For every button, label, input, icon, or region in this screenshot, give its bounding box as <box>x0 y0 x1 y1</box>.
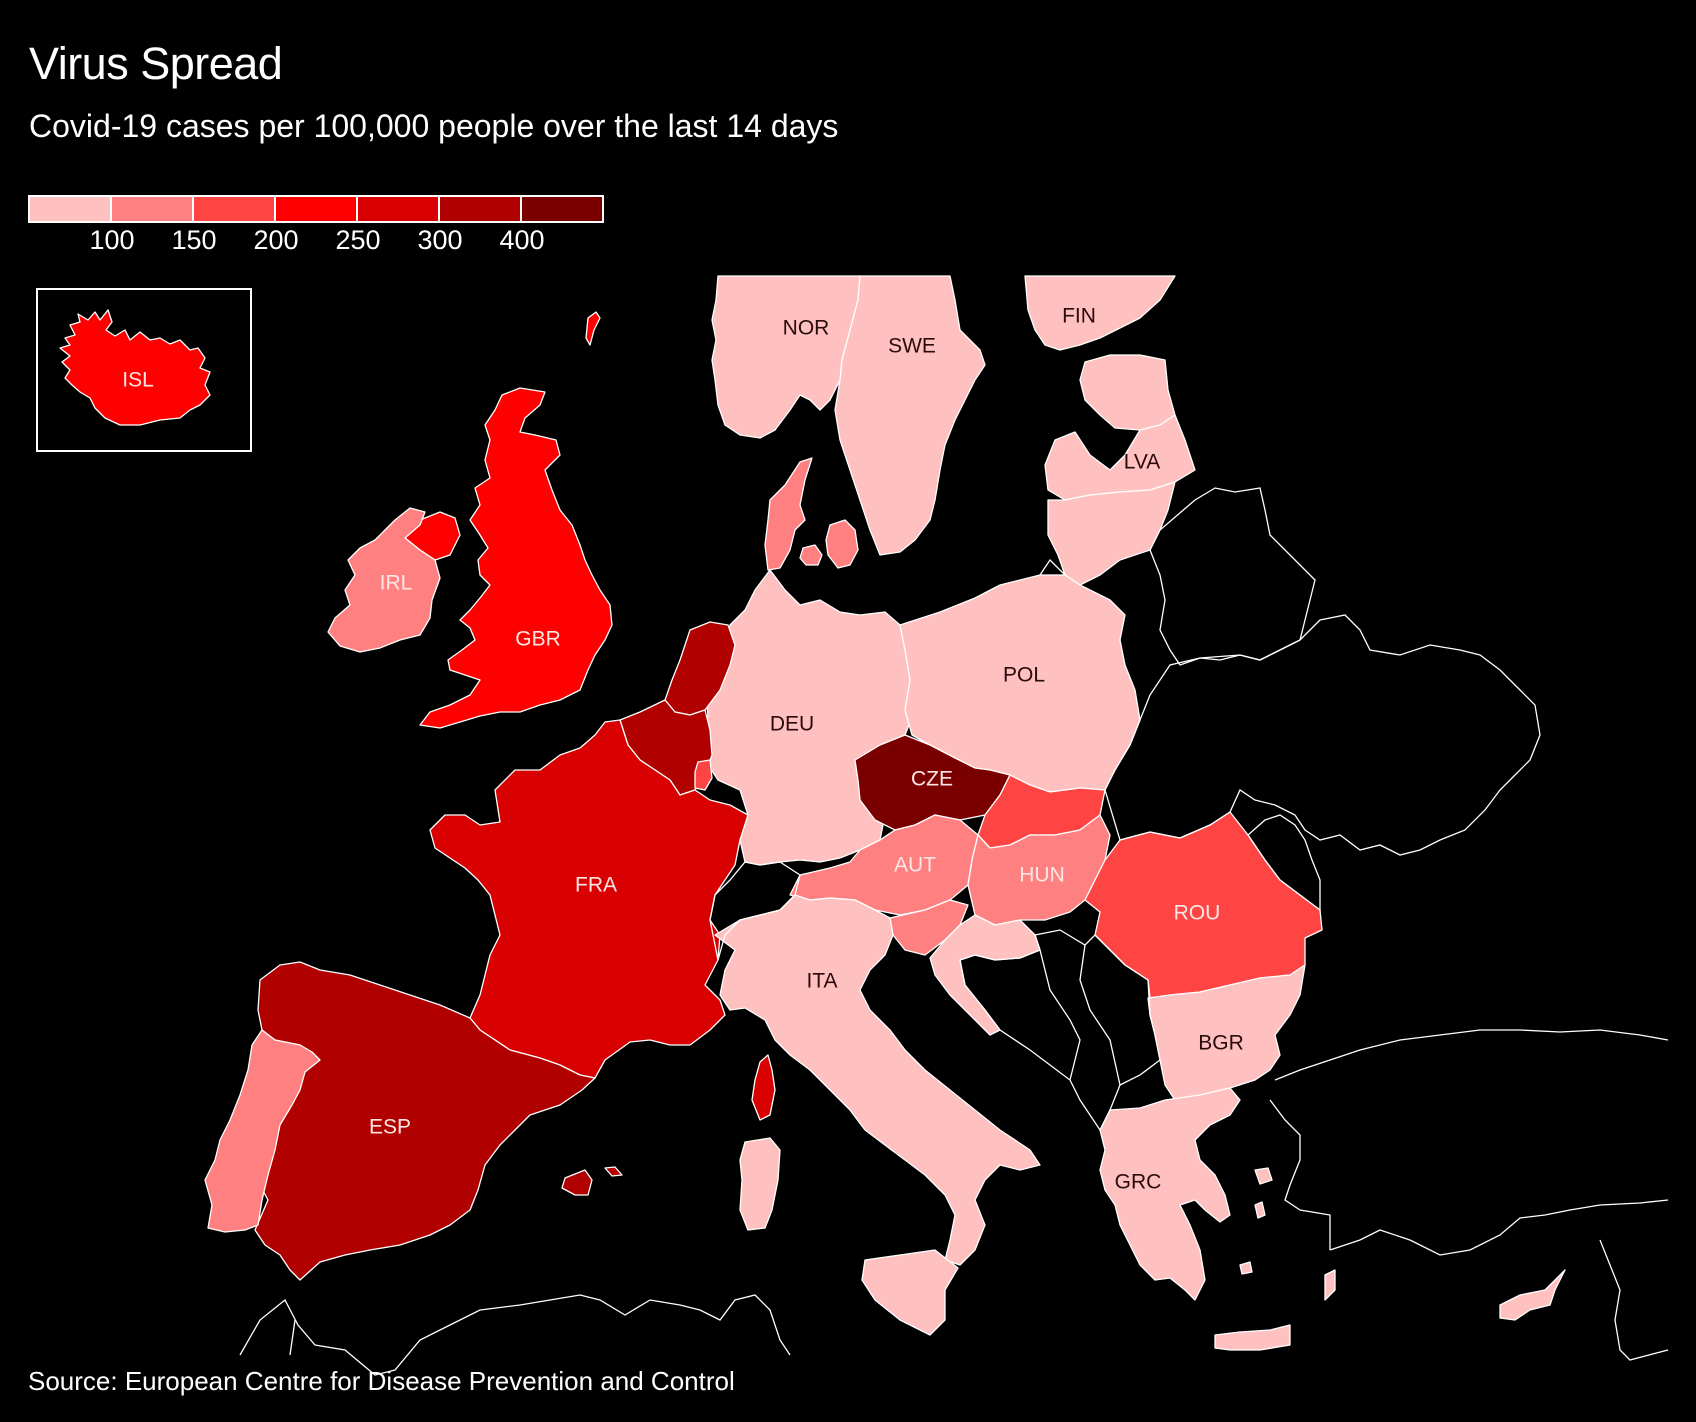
label-POL: POL <box>1003 664 1045 687</box>
country-CYP[interactable] <box>1499 1269 1566 1321</box>
legend-swatch-0 <box>30 197 112 221</box>
legend-swatch-5 <box>440 197 522 221</box>
country-GRC-chios[interactable] <box>1254 1201 1266 1219</box>
country-LVA[interactable] <box>1044 414 1196 501</box>
country-DNK-zealand[interactable] <box>825 519 859 569</box>
legend-swatch-3 <box>276 197 358 221</box>
chart-subtitle: Covid-19 cases per 100,000 people over t… <box>29 108 839 144</box>
country-GRC[interactable] <box>1099 1087 1241 1301</box>
legend-tick: 100 <box>89 225 135 255</box>
country-ESP-menorca[interactable] <box>604 1166 623 1177</box>
country-PRT[interactable] <box>204 1029 321 1233</box>
label-AUT: AUT <box>894 854 936 877</box>
label-HUN: HUN <box>1019 864 1065 887</box>
country-FRA-corsica[interactable] <box>751 1054 776 1121</box>
country-GBR-islands[interactable] <box>585 311 601 346</box>
label-NOR: NOR <box>783 317 830 340</box>
label-ROU: ROU <box>1174 902 1221 925</box>
label-CZE: CZE <box>911 768 953 791</box>
chart-title: Virus Spread <box>29 38 283 89</box>
outline-serbia-border <box>1079 944 1121 1086</box>
label-SWE: SWE <box>888 335 936 358</box>
iceland-inset-frame <box>36 288 252 452</box>
country-IRL[interactable] <box>327 507 441 653</box>
legend-ticks: 100 150 200 250 300 400 <box>28 223 604 255</box>
label-DEU: DEU <box>770 713 814 736</box>
outline-turkey-north <box>1269 1099 1331 1250</box>
color-legend: 100 150 200 250 300 400 <box>28 195 604 255</box>
outline-turkey-south <box>1329 1199 1669 1256</box>
legend-bar <box>28 195 604 223</box>
source-note: Source: European Centre for Disease Prev… <box>28 1366 735 1396</box>
label-GRC: GRC <box>1115 1171 1162 1194</box>
country-GRC-cyclades[interactable] <box>1239 1261 1253 1275</box>
country-GRC-lesbos[interactable] <box>1254 1167 1273 1185</box>
label-FRA: FRA <box>575 874 617 897</box>
country-ITA[interactable] <box>714 894 1041 1266</box>
country-ISL[interactable] <box>59 309 211 426</box>
outline-belarus <box>1149 487 1316 666</box>
legend-tick: 250 <box>335 225 381 255</box>
country-LUX[interactable] <box>694 759 713 791</box>
country-BGR[interactable] <box>1147 964 1306 1101</box>
label-LVA: LVA <box>1124 451 1161 474</box>
outline-russia-kaliningrad <box>1039 558 1066 576</box>
country-ESP-balearic[interactable] <box>561 1169 593 1196</box>
label-BGR: BGR <box>1198 1032 1244 1055</box>
outline-north-africa <box>239 1294 791 1376</box>
country-FIN[interactable] <box>1024 275 1176 351</box>
outline-gibraltar <box>289 1319 296 1356</box>
country-SWE[interactable] <box>834 275 986 556</box>
country-DNK-funen[interactable] <box>799 544 823 566</box>
label-ITA: ITA <box>806 970 837 993</box>
legend-tick: 200 <box>253 225 299 255</box>
legend-swatch-4 <box>358 197 440 221</box>
outline-middle-east <box>1599 1239 1669 1361</box>
outline-switzerland <box>709 861 801 961</box>
country-EST[interactable] <box>1079 354 1176 431</box>
label-IRL: IRL <box>380 572 413 595</box>
country-DNK[interactable] <box>764 457 813 571</box>
legend-swatch-2 <box>194 197 276 221</box>
outline-moldova <box>1247 814 1321 912</box>
label-GBR: GBR <box>515 628 561 651</box>
legend-tick: 400 <box>499 225 545 255</box>
country-ITA-sardinia[interactable] <box>739 1137 781 1231</box>
legend-swatch-6 <box>522 197 602 221</box>
legend-tick: 300 <box>417 225 463 255</box>
outline-balkans <box>959 929 1161 1132</box>
outline-ukraine <box>1104 614 1541 856</box>
legend-swatch-1 <box>112 197 194 221</box>
country-GRC-crete[interactable] <box>1214 1324 1291 1351</box>
country-GBR[interactable] <box>419 387 613 729</box>
outline-bosnia-border <box>1039 949 1081 1081</box>
outline-turkey <box>1274 1029 1669 1081</box>
label-ESP: ESP <box>369 1116 411 1139</box>
legend-tick: 150 <box>171 225 217 255</box>
label-FIN: FIN <box>1062 305 1096 328</box>
label-ISL: ISL <box>122 369 154 392</box>
country-ITA-sicily[interactable] <box>861 1249 959 1336</box>
country-GRC-rhodes[interactable] <box>1324 1269 1336 1301</box>
